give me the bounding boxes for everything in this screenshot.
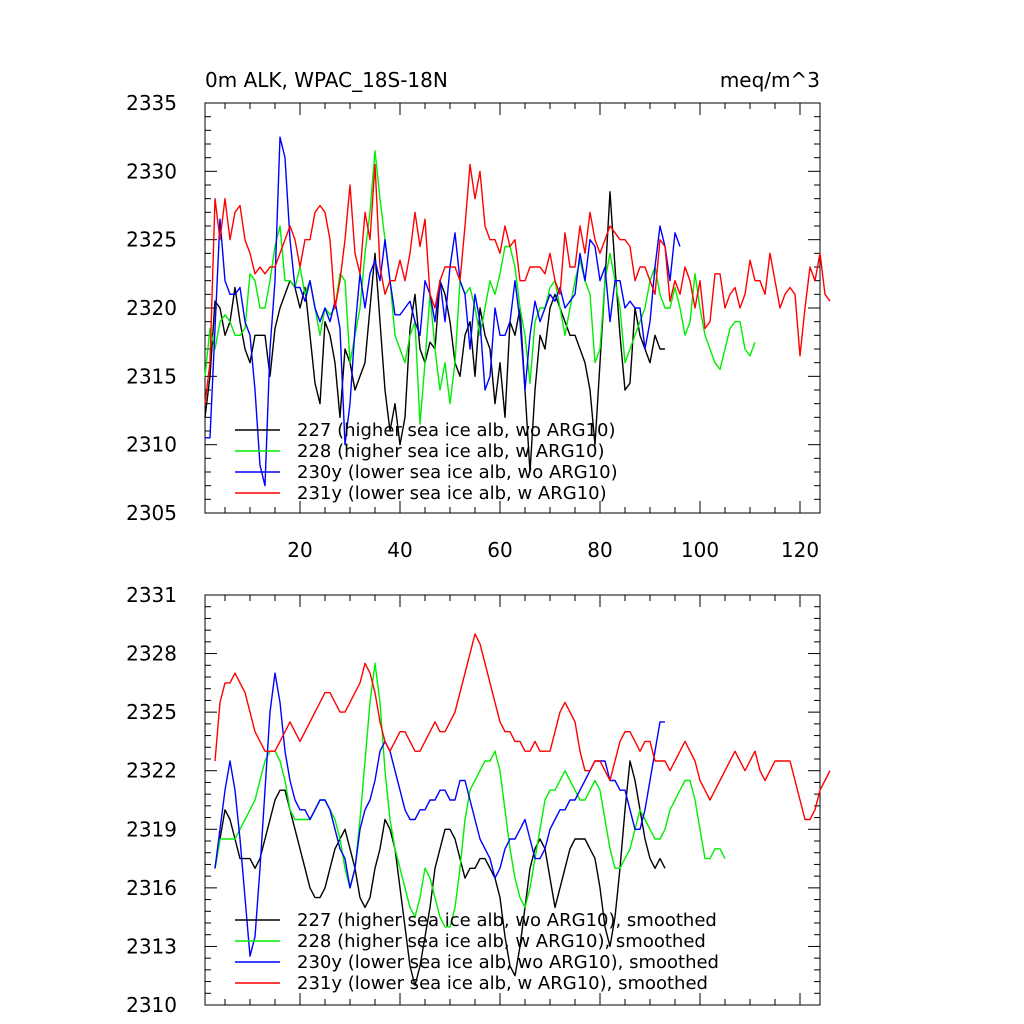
y-tick-label: 2320 (126, 296, 177, 320)
legend-label-1: 227 (higher sea ice alb, wo ARG10), smoo… (297, 910, 717, 931)
series-line-3 (205, 136, 681, 487)
y-tick-label: 2325 (126, 700, 177, 724)
top-y-axis: 2305 2310 2315 2320 2325 2330 2335 (126, 91, 820, 525)
y-tick-label: 2328 (126, 642, 177, 666)
legend-label-3: 230y (lower sea ice alb, wo ARG10), smoo… (297, 952, 719, 973)
series-line-2 (214, 662, 726, 928)
bottom-y-axis: 2310 2313 2316 2319 2322 2325 2328 2331 (126, 583, 820, 1017)
legend-label-4: 231y (lower sea ice alb, w ARG10), smoot… (297, 973, 708, 994)
x-tick-label: 40 (387, 538, 412, 562)
bottom-x-axis (224, 595, 801, 1005)
x-tick-label: 60 (487, 538, 512, 562)
y-tick-label: 2325 (126, 228, 177, 252)
legend-label-4: 231y (lower sea ice alb, w ARG10) (297, 483, 607, 504)
series-line-4 (204, 163, 831, 404)
y-tick-label: 2331 (126, 583, 177, 607)
x-tick-label: 20 (287, 538, 312, 562)
y-tick-label: 2335 (126, 91, 177, 115)
bottom-panel: 2310 2313 2316 2319 2322 2325 2328 2331 227 (hi… (126, 583, 831, 1017)
y-tick-label: 2310 (126, 433, 177, 457)
legend-label-3: 230y (lower sea ice alb, wo ARG10) (297, 462, 618, 483)
top-legend: 227 (higher sea ice alb, wo ARG10)228 (h… (235, 420, 618, 504)
y-tick-label: 2315 (126, 364, 177, 388)
bottom-plot-frame (204, 594, 821, 1006)
legend-label-2: 228 (higher sea ice alb, w ARG10) (297, 441, 604, 462)
bottom-series-group (214, 633, 831, 987)
y-tick-label: 2319 (126, 817, 177, 841)
series-line-4 (214, 633, 831, 821)
x-tick-label: 100 (681, 538, 719, 562)
top-panel: 0m ALK, WPAC_18S-18N meq/m^3 2305 2310 231… (126, 68, 831, 562)
top-series-group (204, 136, 831, 487)
top-chart-title: 0m ALK, WPAC_18S-18N (205, 68, 448, 92)
y-tick-label: 2316 (126, 876, 177, 900)
legend-label-2: 228 (higher sea ice alb, w ARG10), smoot… (297, 931, 706, 952)
y-tick-label: 2330 (126, 159, 177, 183)
x-tick-label: 80 (587, 538, 612, 562)
x-tick-label: 120 (781, 538, 819, 562)
y-tick-label: 2313 (126, 934, 177, 958)
series-line-2 (204, 150, 756, 425)
top-chart-units: meq/m^3 (720, 68, 820, 92)
y-tick-label: 2322 (126, 759, 177, 783)
y-tick-label: 2310 (126, 993, 177, 1017)
bottom-legend: 227 (higher sea ice alb, wo ARG10), smoo… (235, 910, 719, 994)
top-x-axis: 20 40 60 80 100 120 (224, 103, 819, 562)
legend-label-1: 227 (higher sea ice alb, wo ARG10) (297, 420, 616, 441)
y-tick-label: 2305 (126, 501, 177, 525)
